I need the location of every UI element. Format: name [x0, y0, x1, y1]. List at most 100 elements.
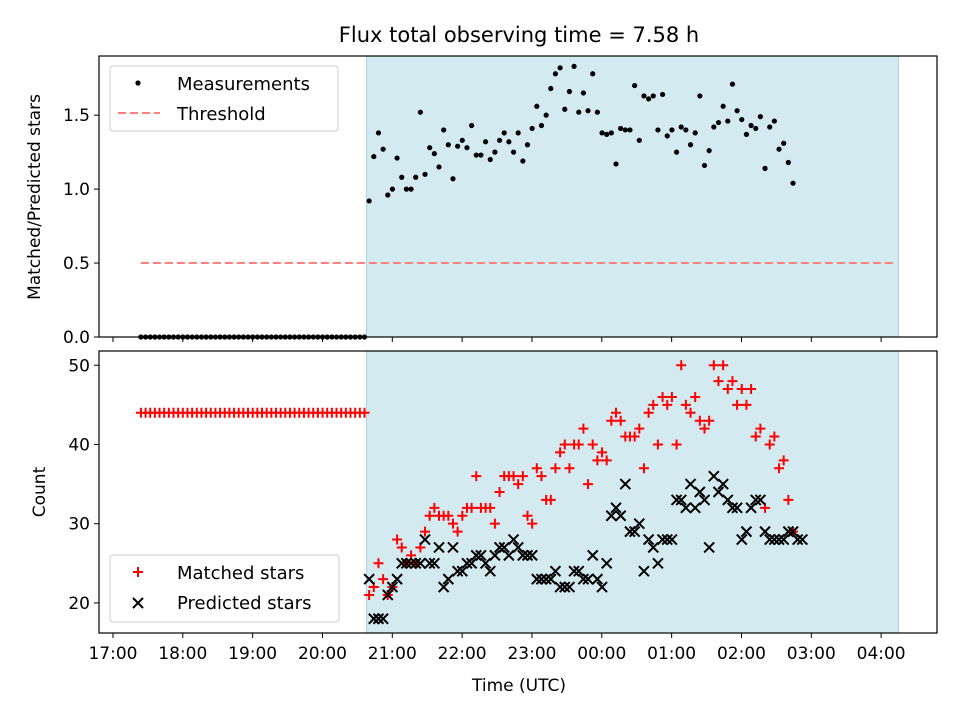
matched-star-point: [778, 455, 789, 466]
predicted-star-point: [773, 533, 785, 546]
measurement-point: [729, 81, 736, 87]
measurement-point: [762, 165, 768, 171]
legend-matched-label: Matched stars: [177, 563, 304, 584]
measurement-point: [790, 180, 796, 186]
top-y-tick-label: 0.5: [63, 254, 90, 274]
measurement-point: [548, 85, 554, 92]
predicted-star-point: [423, 557, 436, 569]
bottom-x-tick-label: 20:00: [298, 644, 347, 664]
measurement-point: [622, 127, 628, 133]
bottom-x-tick-label: 23:00: [507, 644, 556, 664]
matched-star-point: [508, 471, 519, 482]
matched-star-point: [666, 391, 677, 402]
top-x-axis-ticks: [112, 337, 882, 342]
measurement-point: [632, 82, 638, 89]
predicted-star-point: [759, 525, 771, 538]
matched-star-point: [629, 431, 640, 442]
predicted-star-point: [777, 533, 790, 546]
matched-star-point: [722, 384, 733, 395]
measurement-point: [706, 148, 712, 154]
matched-star-point: [769, 431, 780, 442]
measurement-point: [618, 125, 624, 132]
bottom-x-tick-label: 18:00: [158, 644, 207, 664]
measurement-point: [627, 127, 633, 133]
top-legend: Measurements Threshold: [109, 65, 339, 132]
bottom-legend-box: [109, 554, 340, 623]
predicted-star-point: [689, 502, 701, 514]
measurement-point: [781, 140, 787, 146]
measurement-point: [771, 118, 777, 124]
measurement-point: [538, 122, 545, 129]
matched-star-point: [587, 439, 598, 450]
matched-star-point: [694, 415, 705, 426]
predicted-star-point: [722, 494, 734, 506]
measurement-point: [571, 63, 577, 69]
predicted-star-point: [493, 541, 506, 554]
matched-star-point: [601, 455, 612, 466]
top-panel: 0.0 0.5 1.0 1.5 Matched/Predicted stars Mea…: [25, 55, 938, 348]
measurement-point: [524, 142, 531, 148]
predicted-star-point: [652, 557, 664, 569]
measurement-point: [664, 133, 670, 139]
matched-star-point: [583, 479, 594, 490]
chart-title: Flux total observing time = 7.58 h: [339, 23, 699, 47]
measurement-point: [636, 137, 642, 143]
bottom-x-tick-label: 01:00: [647, 644, 696, 664]
predicted-star-point: [559, 581, 571, 593]
measurement-point: [687, 142, 694, 148]
predicted-star-point: [764, 533, 776, 546]
measurement-point: [520, 158, 526, 164]
matched-star-point: [657, 391, 668, 402]
measurement-point: [459, 137, 465, 143]
measurement-point: [720, 103, 726, 109]
predicted-star-point: [451, 565, 464, 577]
legend-predicted-label: Predicted stars: [177, 593, 311, 614]
predicted-star-point: [456, 565, 469, 577]
matched-star-point: [638, 463, 649, 474]
bottom-x-tick-label: 03:00: [787, 644, 836, 664]
legend-threshold-label: Threshold: [176, 104, 266, 125]
matched-star-point: [643, 407, 654, 418]
measurement-point: [487, 156, 493, 163]
predicted-star-point: [549, 565, 562, 577]
measurement-point: [576, 109, 582, 115]
measurement-point: [455, 143, 461, 149]
measurement-point: [669, 127, 675, 133]
top-y-tick-label: 1.5: [63, 106, 90, 126]
measurement-point: [478, 152, 484, 158]
measurement-point: [767, 124, 773, 130]
measurement-point: [417, 109, 423, 115]
matched-star-point: [746, 384, 757, 395]
measurement-point: [608, 130, 614, 136]
matched-star-point: [550, 463, 561, 474]
predicted-star-point: [791, 533, 804, 546]
predicted-star-point: [391, 573, 403, 585]
predicted-star-point: [582, 573, 594, 585]
predicted-star-point: [419, 533, 431, 546]
matched-star-point: [457, 510, 468, 521]
top-y-axis: 0.0 0.5 1.0 1.5: [63, 106, 99, 348]
bottom-panel-frame: [98, 350, 938, 634]
predicted-star-point: [675, 494, 687, 506]
matched-star-point: [611, 407, 622, 418]
predicted-star-point: [624, 525, 636, 538]
predicted-star-point: [642, 533, 655, 546]
predicted-star-point: [670, 494, 683, 506]
matched-star-point: [447, 518, 458, 529]
legend-measurements-label: Measurements: [177, 74, 310, 95]
predicted-star-point: [545, 573, 557, 585]
measurement-point: [431, 151, 437, 157]
matched-star-point: [429, 502, 440, 513]
predicted-star-point: [517, 549, 529, 562]
measurement-point: [701, 162, 708, 169]
bottom-panel: 20 30 40 50 17:00 18:00 19:00 20:00 21:00 22:00 2…: [30, 350, 938, 696]
predicted-star-point: [470, 549, 482, 562]
matched-star-point: [564, 463, 575, 474]
predicted-star-point: [680, 502, 692, 514]
matched-star-point: [718, 360, 729, 371]
matched-star-point: [555, 447, 566, 458]
legend-measurements-marker: [135, 80, 141, 86]
matched-star-point: [378, 574, 389, 585]
predicted-star-point: [414, 557, 427, 569]
predicted-star-point: [484, 565, 496, 577]
